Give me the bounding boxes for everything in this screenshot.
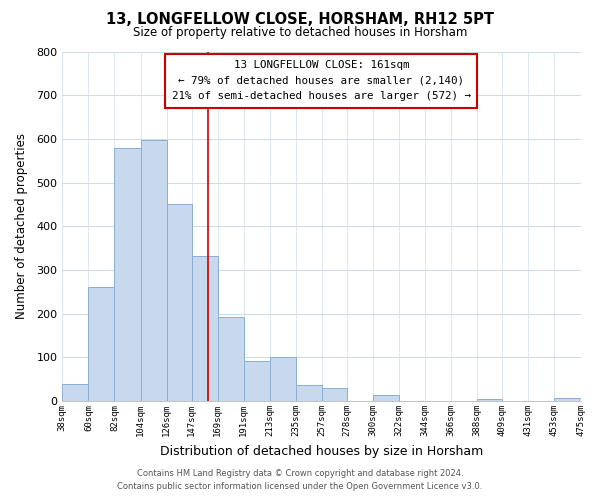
Text: Contains HM Land Registry data © Crown copyright and database right 2024.
Contai: Contains HM Land Registry data © Crown c…: [118, 470, 482, 491]
Text: Size of property relative to detached houses in Horsham: Size of property relative to detached ho…: [133, 26, 467, 39]
Bar: [167, 204, 191, 401]
Bar: [115, 148, 140, 401]
Bar: [244, 362, 270, 401]
Bar: [554, 398, 581, 401]
Bar: [88, 286, 115, 401]
Bar: [373, 396, 399, 401]
Bar: [62, 384, 88, 401]
Bar: [296, 385, 322, 401]
Text: 13 LONGFELLOW CLOSE: 161sqm
← 79% of detached houses are smaller (2,140)
21% of : 13 LONGFELLOW CLOSE: 161sqm ← 79% of det…: [172, 60, 471, 102]
Bar: [191, 256, 218, 401]
X-axis label: Distribution of detached houses by size in Horsham: Distribution of detached houses by size …: [160, 444, 483, 458]
Y-axis label: Number of detached properties: Number of detached properties: [15, 134, 28, 320]
Bar: [478, 399, 502, 401]
Bar: [140, 140, 167, 401]
Bar: [218, 317, 244, 401]
Bar: [270, 358, 296, 401]
Text: 13, LONGFELLOW CLOSE, HORSHAM, RH12 5PT: 13, LONGFELLOW CLOSE, HORSHAM, RH12 5PT: [106, 12, 494, 26]
Bar: [322, 388, 347, 401]
